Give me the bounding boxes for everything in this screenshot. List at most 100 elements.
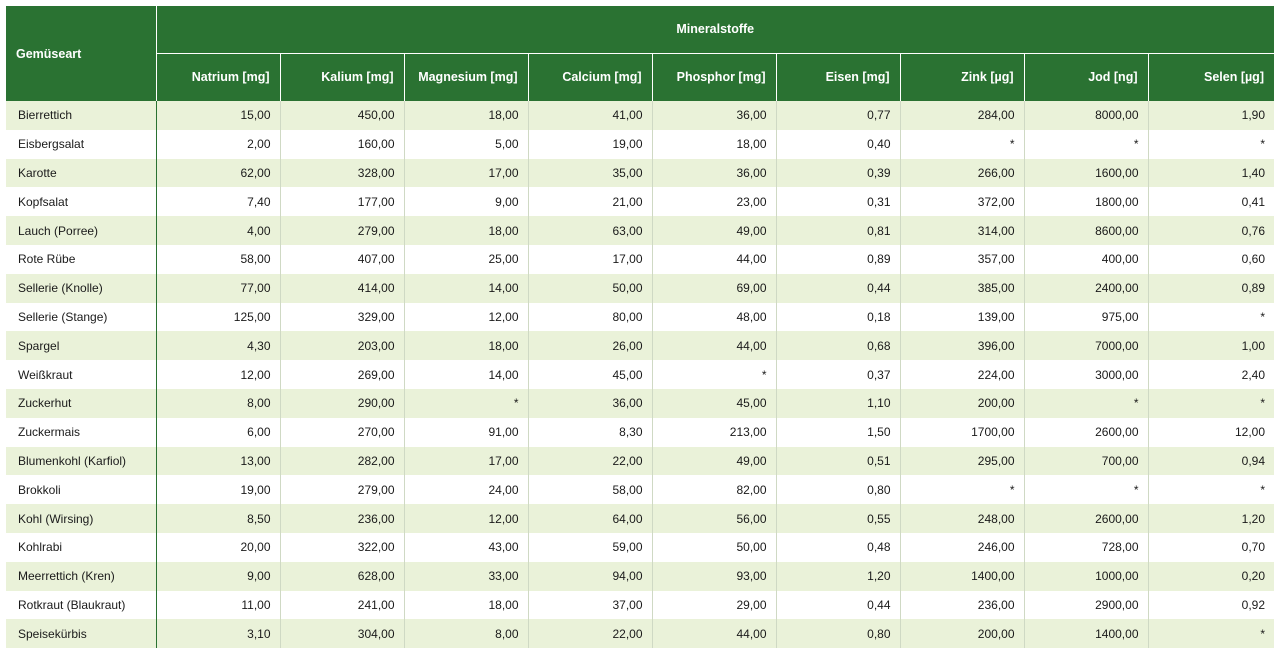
cell-selen: 0,70: [1148, 532, 1274, 562]
cell-jod: 3000,00: [1024, 360, 1149, 389]
cell-zink: 236,00: [900, 590, 1025, 620]
cell-jod: 1600,00: [1024, 158, 1149, 188]
cell-selen: 1,90: [1148, 101, 1274, 130]
cell-calcium: 8,30: [528, 417, 653, 447]
column-header-selen: Selen [µg]: [1148, 53, 1274, 101]
cell-magnesium: 14,00: [404, 273, 529, 303]
table-row: Kohl (Wirsing) 8,50 236,00 12,00 64,00 56,00 0…: [6, 504, 1274, 533]
table-row: Sellerie (Stange) 125,00 329,00 12,00 80,00 4…: [6, 302, 1274, 332]
cell-eisen: 0,80: [776, 475, 901, 505]
cell-eisen: 0,39: [776, 158, 901, 188]
cell-zink: 224,00: [900, 360, 1025, 389]
cell-zink: 372,00: [900, 187, 1025, 217]
cell-natrium: 62,00: [156, 158, 281, 188]
cell-kalium: 329,00: [280, 302, 405, 332]
cell-zink: 284,00: [900, 101, 1025, 130]
cell-kalium: 269,00: [280, 360, 405, 389]
cell-eisen: 0,89: [776, 244, 901, 274]
cell-selen: 1,00: [1148, 331, 1274, 361]
cell-magnesium: 8,00: [404, 619, 529, 649]
cell-kalium: 282,00: [280, 446, 405, 476]
cell-selen: *: [1148, 129, 1274, 159]
column-header-natrium: Natrium [mg]: [156, 53, 281, 101]
cell-phosphor: 213,00: [652, 417, 777, 447]
cell-natrium: 13,00: [156, 446, 281, 476]
cell-natrium: 58,00: [156, 244, 281, 274]
cell-kalium: 236,00: [280, 504, 405, 533]
cell-zink: 295,00: [900, 446, 1025, 476]
cell-calcium: 63,00: [528, 216, 653, 245]
cell-kalium: 414,00: [280, 273, 405, 303]
cell-kalium: 241,00: [280, 590, 405, 620]
cell-kalium: 322,00: [280, 532, 405, 562]
cell-natrium: 4,30: [156, 331, 281, 361]
cell-eisen: 0,77: [776, 101, 901, 130]
cell-phosphor: 29,00: [652, 590, 777, 620]
cell-natrium: 19,00: [156, 475, 281, 505]
cell-eisen: 0,31: [776, 187, 901, 217]
column-header-vegetable: Gemüseart: [6, 6, 157, 101]
cell-calcium: 41,00: [528, 101, 653, 130]
cell-vegetable-name: Karotte: [6, 158, 157, 188]
cell-selen: 1,20: [1148, 504, 1274, 533]
cell-natrium: 77,00: [156, 273, 281, 303]
cell-calcium: 94,00: [528, 561, 653, 591]
column-header-magnesium: Magnesium [mg]: [404, 53, 529, 101]
cell-magnesium: 17,00: [404, 446, 529, 476]
column-header-kalium: Kalium [mg]: [280, 53, 405, 101]
cell-eisen: 1,20: [776, 561, 901, 591]
table-row: Meerrettich (Kren) 9,00 628,00 33,00 94,00 93…: [6, 561, 1274, 591]
cell-phosphor: 44,00: [652, 331, 777, 361]
cell-eisen: 0,18: [776, 302, 901, 332]
cell-selen: 0,76: [1148, 216, 1274, 245]
table-row: Kohlrabi 20,00 322,00 43,00 59,00 50,00 0,48 24…: [6, 532, 1274, 562]
cell-phosphor: 82,00: [652, 475, 777, 505]
cell-eisen: 0,48: [776, 532, 901, 562]
table-row: Sellerie (Knolle) 77,00 414,00 14,00 50,00 69…: [6, 273, 1274, 303]
cell-calcium: 22,00: [528, 446, 653, 476]
table-row: Eisbergsalat 2,00 160,00 5,00 19,00 18,00 0,40…: [6, 129, 1274, 159]
cell-vegetable-name: Speisekürbis: [6, 619, 157, 649]
table-row: Lauch (Porree) 4,00 279,00 18,00 63,00 49,00 0…: [6, 216, 1274, 245]
cell-zink: 200,00: [900, 619, 1025, 649]
cell-eisen: 0,44: [776, 590, 901, 620]
cell-calcium: 35,00: [528, 158, 653, 188]
cell-zink: 266,00: [900, 158, 1025, 188]
cell-natrium: 4,00: [156, 216, 281, 245]
cell-zink: 246,00: [900, 532, 1025, 562]
table-row: Rote Rübe 58,00 407,00 25,00 17,00 44,00 0,89 3…: [6, 244, 1274, 274]
cell-calcium: 37,00: [528, 590, 653, 620]
cell-vegetable-name: Kohlrabi: [6, 532, 157, 562]
cell-magnesium: 18,00: [404, 101, 529, 130]
cell-eisen: 0,40: [776, 129, 901, 159]
table-frame: Gemüseart Mineralstoffe Natrium [mg] Kal…: [6, 6, 1274, 649]
cell-calcium: 17,00: [528, 244, 653, 274]
cell-kalium: 279,00: [280, 475, 405, 505]
cell-jod: 728,00: [1024, 532, 1149, 562]
cell-magnesium: 18,00: [404, 216, 529, 245]
cell-natrium: 125,00: [156, 302, 281, 332]
cell-selen: 0,20: [1148, 561, 1274, 591]
cell-vegetable-name: Sellerie (Stange): [6, 302, 157, 332]
cell-jod: 8000,00: [1024, 101, 1149, 130]
cell-magnesium: 9,00: [404, 187, 529, 217]
cell-kalium: 203,00: [280, 331, 405, 361]
column-header-jod: Jod [ng]: [1024, 53, 1149, 101]
cell-magnesium: 91,00: [404, 417, 529, 447]
header-row-group: Gemüseart Mineralstoffe: [6, 6, 1274, 101]
cell-kalium: 279,00: [280, 216, 405, 245]
cell-zink: 248,00: [900, 504, 1025, 533]
table-row: Zuckerhut 8,00 290,00 * 36,00 45,00 1,10 200,00…: [6, 388, 1274, 418]
cell-calcium: 80,00: [528, 302, 653, 332]
cell-zink: 139,00: [900, 302, 1025, 332]
cell-eisen: 0,51: [776, 446, 901, 476]
cell-selen: *: [1148, 302, 1274, 332]
cell-jod: 8600,00: [1024, 216, 1149, 245]
cell-vegetable-name: Spargel: [6, 331, 157, 361]
cell-zink: 357,00: [900, 244, 1025, 274]
cell-vegetable-name: Lauch (Porree): [6, 216, 157, 245]
cell-natrium: 11,00: [156, 590, 281, 620]
cell-kalium: 160,00: [280, 129, 405, 159]
cell-magnesium: 18,00: [404, 590, 529, 620]
cell-eisen: 1,50: [776, 417, 901, 447]
